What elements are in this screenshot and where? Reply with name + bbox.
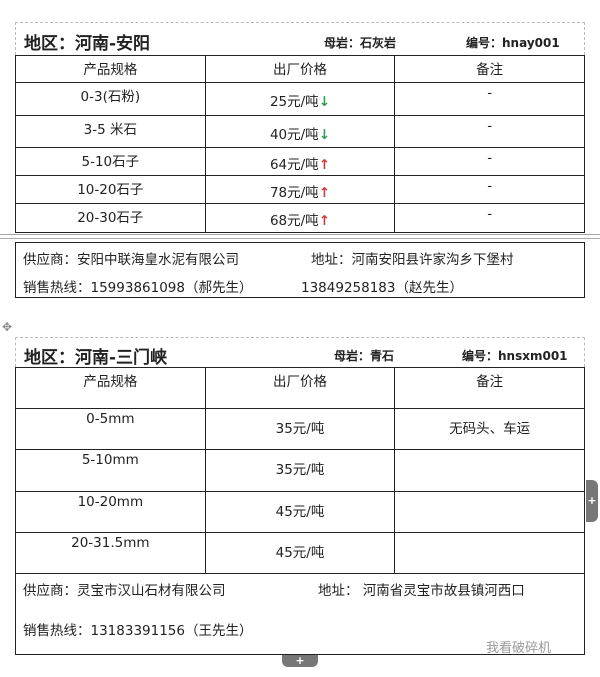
spec-cell: 10-20mm [15,491,206,533]
trend-up-icon: ↑ [318,184,330,201]
product-code: 编号：hnay001 [466,36,560,50]
price-value: 25元/吨 [269,94,319,110]
divider [0,234,600,239]
table-row: 5-10石子 64元/吨↑ - [15,147,585,176]
address: 地址： 河南省灵宝市故县镇河西口 [318,583,525,599]
price-value: 68元/吨 [269,213,319,229]
address: 地址：河南安阳县许家沟乡下堡村 [311,252,514,268]
table-row: 5-10mm 35元/吨 [15,449,585,492]
spec-cell: 3-5 米石 [15,115,206,148]
region-title: 地区：河南-三门峡 [24,348,168,368]
table-row: 20-30石子 68元/吨↑ - [15,203,585,233]
hotline: 销售热线：15993861098（郝先生） [23,280,253,296]
trend-down-icon: ↓ [318,126,330,143]
note-cell [394,491,585,533]
price-cell: 45元/吨 [204,491,396,533]
table-row: 10-20mm 45元/吨 [15,491,585,533]
table-header: 产品规格 出厂价格 备注 [15,55,585,83]
section-1-title: 地区：河南-安阳 母岩：石灰岩 编号：hnay001 [15,22,585,55]
note-cell: - [394,203,585,233]
header-price: 出厂价格 [204,55,396,83]
region-title: 地区：河南-安阳 [24,34,151,54]
header-note: 备注 [394,367,585,409]
price-value: 35元/吨 [275,462,325,478]
price-table-1: 产品规格 出厂价格 备注 0-3(石粉) 25元/吨↓ -3-5 米石 40元/吨↓ -… [15,55,585,233]
table-row: 10-20石子 78元/吨↑ - [15,175,585,204]
spec-cell: 20-30石子 [15,203,206,233]
trend-up-icon: ↑ [318,156,330,173]
price-value: 64元/吨 [269,156,319,173]
note-cell: - [394,115,585,148]
table-row: 0-3(石粉) 25元/吨↓ - [15,82,585,116]
note-cell [394,449,585,492]
price-cell: 35元/吨 [204,408,396,450]
price-cell: 35元/吨 [204,449,396,492]
supplier: 供应商：灵宝市汉山石材有限公司 [23,583,226,599]
header-price: 出厂价格 [204,367,396,409]
price-table-2: 产品规格 出厂价格 备注 0-5mm 35元/吨 无码头、车运 5-10mm 35元/吨… [15,367,585,574]
trend-up-icon: ↑ [318,213,330,229]
price-value: 40元/吨 [269,126,319,143]
spec-cell: 10-20石子 [15,175,206,204]
price-value: 45元/吨 [275,504,325,520]
trend-down-icon: ↓ [318,94,330,110]
product-code: 编号：hnsxm001 [462,349,568,363]
price-cell: 45元/吨 [204,532,396,574]
section-2-title: 地区：河南-三门峡 母岩：青石 编号：hnsxm001 [15,337,585,368]
hotline: 销售热线：13183391156（王先生） [23,623,253,639]
note-cell: 无码头、车运 [394,408,585,450]
rock-type: 母岩：石灰岩 [324,36,397,50]
watermark: 我看破碎机 [486,641,552,656]
add-column-button[interactable]: + [586,480,598,522]
table-row: 3-5 米石 40元/吨↓ - [15,115,585,148]
price-cell: 68元/吨↑ [204,203,396,233]
price-value: 35元/吨 [275,421,325,437]
header-spec: 产品规格 [15,367,206,409]
price-value: 45元/吨 [275,545,325,561]
note-cell: - [394,82,585,116]
table-row: 0-5mm 35元/吨 无码头、车运 [15,408,585,450]
price-cell: 25元/吨↓ [204,82,396,116]
supplier-box-1: 供应商：安阳中联海皇水泥有限公司 地址：河南安阳县许家沟乡下堡村 销售热线：15… [15,242,585,298]
move-handle-icon[interactable]: ✥ [2,320,13,334]
note-cell: - [394,175,585,204]
price-cell: 64元/吨↑ [204,147,396,176]
price-cell: 40元/吨↓ [204,115,396,148]
spec-cell: 5-10石子 [15,147,206,176]
spec-cell: 0-3(石粉) [15,82,206,116]
spec-cell: 5-10mm [15,449,206,492]
rock-type: 母岩：青石 [334,349,395,363]
note-cell: - [394,147,585,176]
price-value: 78元/吨 [269,184,319,201]
table-row: 20-31.5mm 45元/吨 [15,532,585,574]
header-note: 备注 [394,55,585,83]
table-header: 产品规格 出厂价格 备注 [15,367,585,409]
hotline-2: 13849258183（赵先生） [301,280,463,296]
supplier: 供应商：安阳中联海皇水泥有限公司 [23,252,239,268]
price-cell: 78元/吨↑ [204,175,396,204]
header-spec: 产品规格 [15,55,206,83]
note-cell [394,532,585,574]
spec-cell: 20-31.5mm [15,532,206,574]
spec-cell: 0-5mm [15,408,206,450]
supplier-box-2: 供应商：灵宝市汉山石材有限公司 地址： 河南省灵宝市故县镇河西口 销售热线：13… [15,573,585,656]
add-row-button[interactable]: + [282,655,318,667]
